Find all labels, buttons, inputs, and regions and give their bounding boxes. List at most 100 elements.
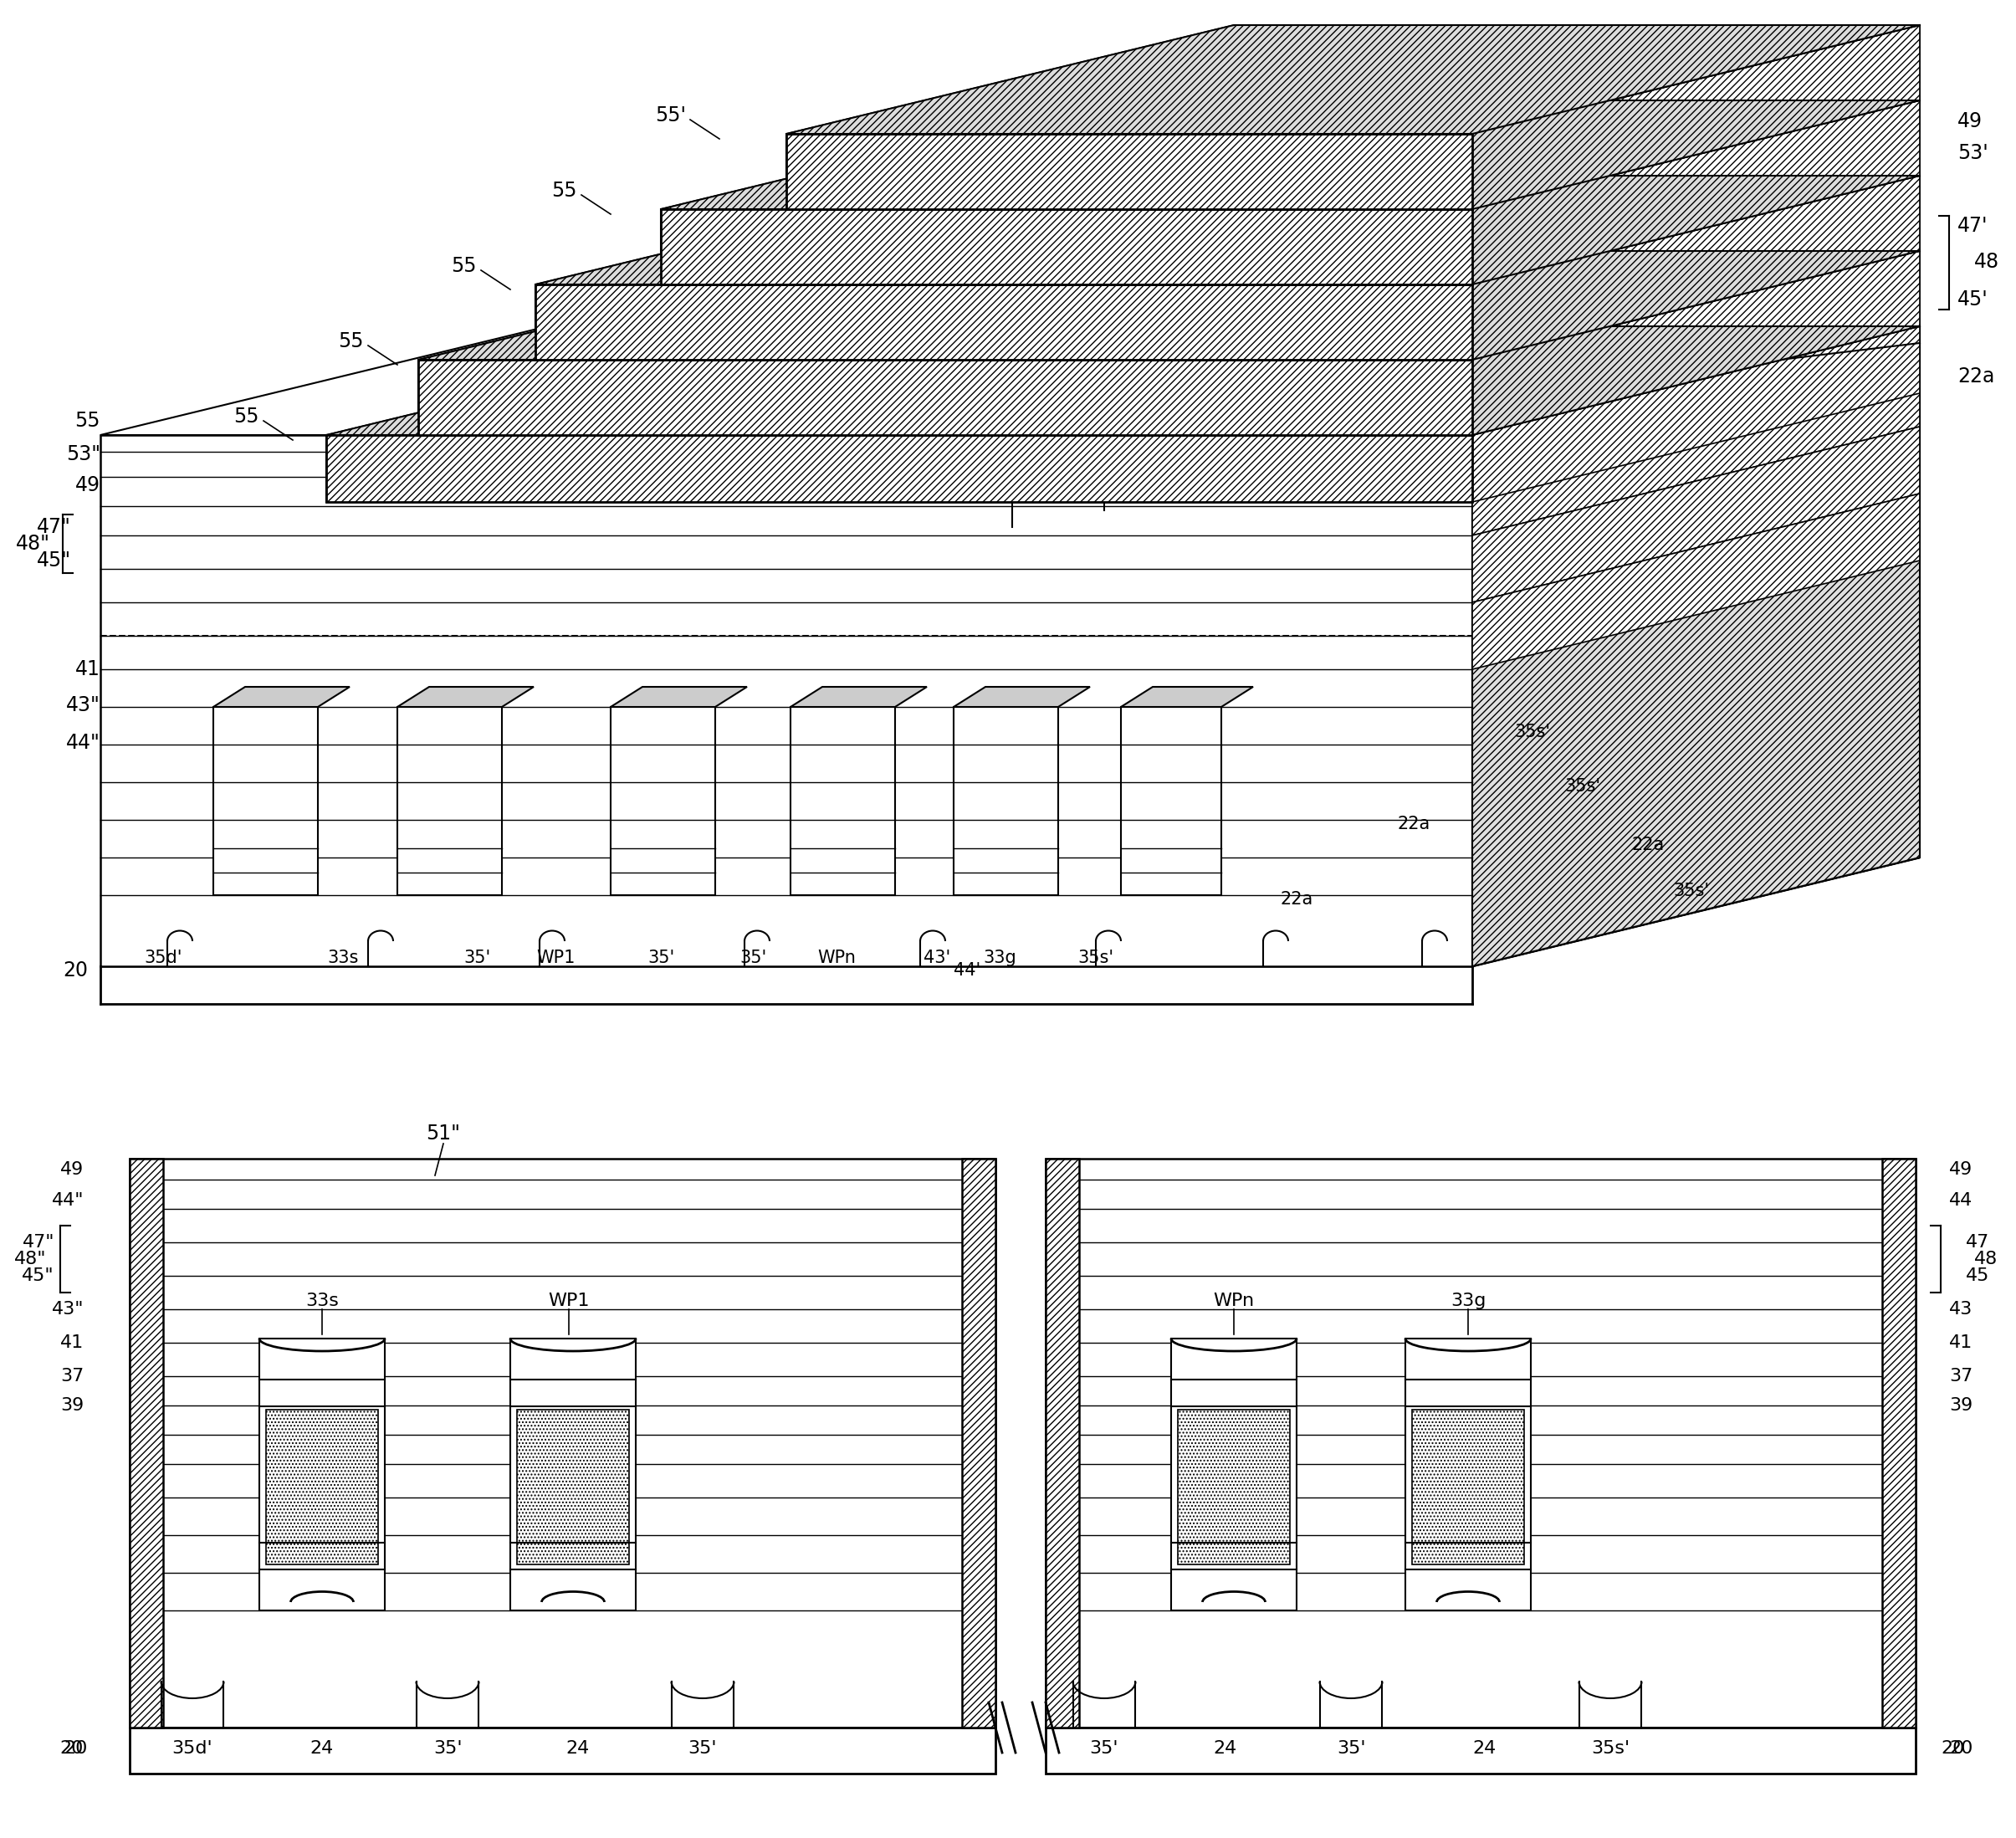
- Polygon shape: [327, 436, 1472, 502]
- Text: 44": 44": [67, 733, 101, 754]
- Polygon shape: [1411, 1410, 1524, 1564]
- Polygon shape: [786, 134, 1472, 210]
- Polygon shape: [786, 26, 1919, 134]
- Polygon shape: [1405, 1338, 1530, 1610]
- Text: 51": 51": [425, 1123, 460, 1143]
- Text: 24: 24: [564, 1741, 589, 1757]
- Polygon shape: [962, 1158, 996, 1728]
- Polygon shape: [417, 360, 1472, 436]
- Text: 24: 24: [1214, 1741, 1238, 1757]
- Text: 43": 43": [67, 695, 101, 715]
- Text: 49: 49: [1958, 112, 1982, 130]
- Polygon shape: [536, 176, 1919, 285]
- Polygon shape: [790, 687, 927, 708]
- Polygon shape: [101, 327, 1919, 436]
- Text: 47": 47": [36, 516, 71, 537]
- Text: 35d': 35d': [143, 950, 181, 967]
- Text: 35s': 35s': [1564, 777, 1601, 794]
- Polygon shape: [327, 327, 1919, 436]
- Text: 45": 45": [36, 550, 71, 570]
- Text: 49: 49: [60, 1162, 83, 1178]
- Polygon shape: [129, 1158, 163, 1728]
- Polygon shape: [1472, 26, 1919, 210]
- Text: 44': 44': [954, 961, 980, 980]
- Polygon shape: [1046, 1158, 1915, 1728]
- Text: 43: 43: [1949, 1301, 1974, 1318]
- Polygon shape: [1472, 327, 1919, 502]
- Polygon shape: [1472, 327, 1919, 967]
- Polygon shape: [786, 134, 1472, 210]
- Text: 24: 24: [1474, 1741, 1496, 1757]
- Text: 35': 35': [433, 1741, 462, 1757]
- Text: 44: 44: [1949, 1193, 1974, 1209]
- Text: 20: 20: [65, 1741, 89, 1757]
- Text: 35': 35': [464, 950, 490, 967]
- Polygon shape: [1472, 368, 1919, 535]
- Polygon shape: [417, 252, 1919, 360]
- Text: 20: 20: [1949, 1741, 1974, 1757]
- Polygon shape: [260, 1338, 385, 1610]
- Text: 47": 47": [22, 1233, 54, 1250]
- Text: 41: 41: [1949, 1334, 1974, 1351]
- Text: 35d': 35d': [171, 1741, 214, 1757]
- Polygon shape: [327, 327, 1919, 436]
- Text: 41: 41: [60, 1334, 83, 1351]
- Text: 35': 35': [740, 950, 766, 967]
- Polygon shape: [1121, 687, 1254, 708]
- Polygon shape: [1046, 1158, 1079, 1728]
- Text: WP1: WP1: [536, 950, 577, 967]
- Polygon shape: [954, 687, 1091, 708]
- Polygon shape: [1472, 26, 1919, 210]
- Text: 48": 48": [16, 533, 50, 553]
- Text: 39: 39: [60, 1397, 83, 1413]
- Text: 55: 55: [339, 331, 363, 351]
- Text: 37: 37: [1949, 1367, 1974, 1384]
- Polygon shape: [397, 708, 502, 895]
- Text: 45: 45: [1966, 1268, 1990, 1285]
- Text: 49: 49: [75, 476, 101, 494]
- Text: 35s': 35s': [1514, 724, 1550, 741]
- Polygon shape: [536, 285, 1472, 360]
- Text: 41: 41: [75, 660, 101, 680]
- Text: 35': 35': [1337, 1741, 1365, 1757]
- Text: WPn: WPn: [816, 950, 855, 967]
- Polygon shape: [1472, 494, 1919, 669]
- Text: 49: 49: [1949, 1162, 1974, 1178]
- Polygon shape: [510, 1338, 635, 1610]
- Polygon shape: [101, 436, 1472, 967]
- Text: 45": 45": [22, 1268, 54, 1285]
- Polygon shape: [661, 101, 1919, 210]
- Text: 35s': 35s': [1079, 950, 1115, 967]
- Polygon shape: [611, 708, 716, 895]
- Text: 53": 53": [67, 445, 101, 465]
- Text: 44": 44": [52, 1193, 83, 1209]
- Polygon shape: [214, 687, 349, 708]
- Polygon shape: [1472, 101, 1919, 285]
- Polygon shape: [214, 708, 319, 895]
- Text: 43": 43": [52, 1301, 83, 1318]
- Text: 24: 24: [310, 1741, 335, 1757]
- Polygon shape: [536, 176, 1919, 285]
- Text: 48: 48: [1974, 252, 2000, 272]
- Text: 55: 55: [75, 410, 101, 430]
- Text: 22a: 22a: [1397, 816, 1429, 833]
- Polygon shape: [1472, 252, 1919, 436]
- Text: 35': 35': [1091, 1741, 1119, 1757]
- Polygon shape: [417, 252, 1919, 360]
- Polygon shape: [1472, 327, 1919, 502]
- Polygon shape: [661, 101, 1919, 210]
- Polygon shape: [1472, 176, 1919, 360]
- Polygon shape: [327, 436, 1472, 502]
- Text: 20: 20: [62, 961, 89, 980]
- Polygon shape: [1121, 708, 1222, 895]
- Text: 33s: 33s: [304, 1292, 339, 1309]
- Text: 35': 35': [647, 950, 673, 967]
- Polygon shape: [516, 1410, 629, 1564]
- Text: 43': 43': [923, 950, 950, 967]
- Text: 55': 55': [655, 105, 685, 125]
- Polygon shape: [1472, 176, 1919, 360]
- Polygon shape: [397, 687, 534, 708]
- Text: 47': 47': [1958, 215, 1988, 235]
- Text: 47: 47: [1966, 1233, 1990, 1250]
- Text: 33s: 33s: [327, 950, 359, 967]
